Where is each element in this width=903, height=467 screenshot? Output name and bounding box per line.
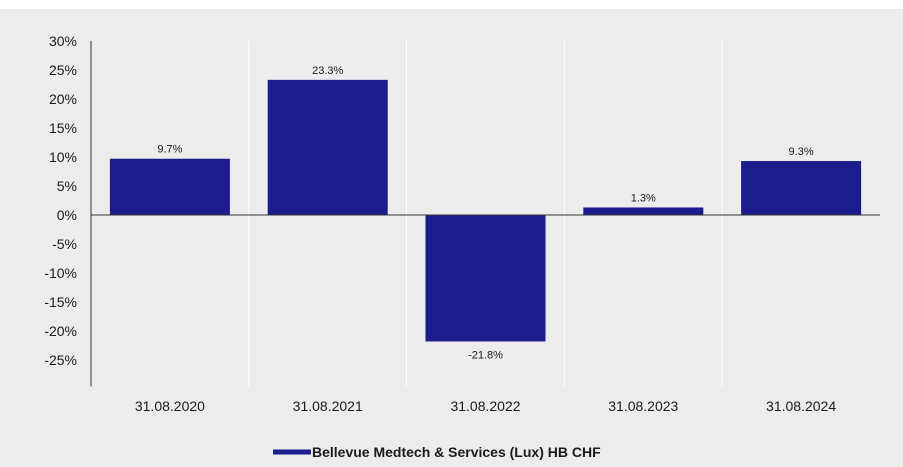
data-labels: 9.7% 23.3% -21.8% 1.3% 9.3% xyxy=(157,65,813,362)
legend: Bellevue Medtech & Services (Lux) HB CHF xyxy=(273,444,601,460)
y-tick-label: -10% xyxy=(44,265,77,281)
data-label: 9.3% xyxy=(789,146,814,158)
data-label: 23.3% xyxy=(312,65,343,77)
page-title-strip xyxy=(0,0,903,9)
y-tick-label: 10% xyxy=(49,149,77,165)
x-axis-categories: 31.08.2020 31.08.2021 31.08.2022 31.08.2023… xyxy=(135,398,836,414)
legend-label: Bellevue Medtech & Services (Lux) HB CHF xyxy=(312,444,601,460)
x-category-label: 31.08.2020 xyxy=(135,398,205,414)
data-label: 1.3% xyxy=(631,192,656,204)
y-tick-label: 5% xyxy=(57,178,77,194)
y-axis-ticks: 30% 25% 20% 15% 10% 5% 0% -5% -10% -15% -20% -25% xyxy=(44,33,77,368)
y-tick-label: 25% xyxy=(49,62,77,78)
bar xyxy=(425,215,546,342)
bars xyxy=(109,79,862,342)
bar xyxy=(267,79,388,215)
x-category-label: 31.08.2021 xyxy=(293,398,363,414)
y-tick-label: 0% xyxy=(57,207,77,223)
x-category-label: 31.08.2022 xyxy=(450,398,520,414)
gridlines xyxy=(248,41,723,387)
y-tick-label: 20% xyxy=(49,91,77,107)
data-label: -21.8% xyxy=(468,349,503,361)
x-category-label: 31.08.2023 xyxy=(608,398,678,414)
bar xyxy=(741,161,862,215)
x-category-label: 31.08.2024 xyxy=(766,398,836,414)
y-tick-label: -20% xyxy=(44,323,77,339)
y-tick-label: -15% xyxy=(44,294,77,310)
y-tick-label: 30% xyxy=(49,33,77,49)
y-tick-label: 15% xyxy=(49,120,77,136)
bar xyxy=(583,207,704,215)
bar xyxy=(109,158,230,215)
y-tick-label: -25% xyxy=(44,352,77,368)
y-tick-label: -5% xyxy=(52,236,77,252)
data-label: 9.7% xyxy=(157,144,182,156)
